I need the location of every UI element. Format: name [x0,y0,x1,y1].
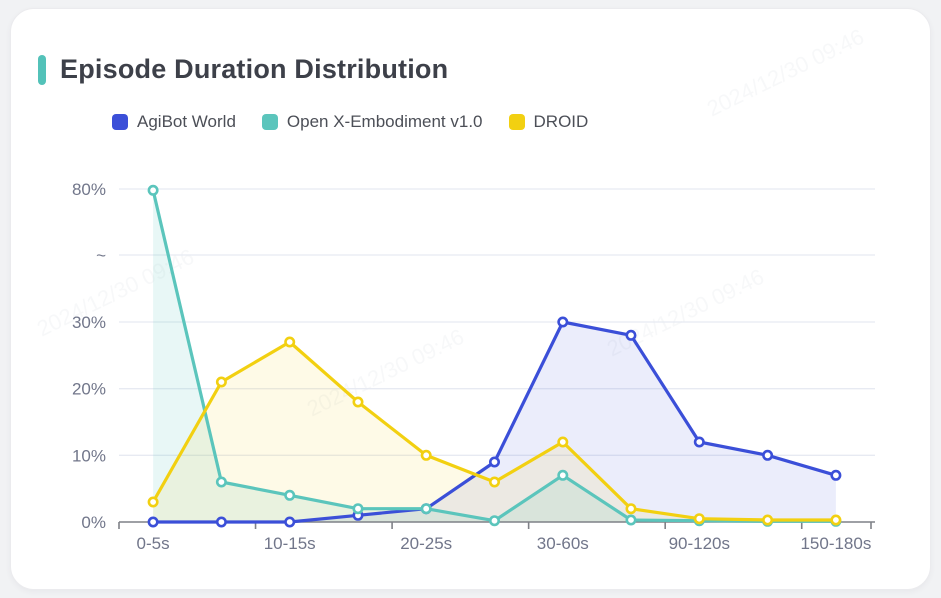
legend-label: Open X-Embodiment v1.0 [286,112,483,131]
series-area-agibot-world [153,322,836,522]
x-axis-tick-label: 10-15s [264,534,316,553]
y-axis-tick-label: ~ [96,246,106,265]
data-point-marker[interactable] [488,476,500,488]
legend-label: DROID [533,112,589,131]
y-axis-tick-label: 80% [72,180,106,199]
data-point-marker[interactable] [488,515,500,527]
data-point-marker[interactable] [284,516,296,528]
data-point-marker[interactable] [762,449,774,461]
legend-item-droid[interactable]: DROID [508,112,589,132]
data-point-marker[interactable] [420,449,432,461]
y-axis-tick-label: 0% [81,513,106,532]
data-point-marker[interactable] [284,336,296,348]
data-point-marker[interactable] [284,489,296,501]
data-point-marker[interactable] [557,436,569,448]
legend-label: AgiBot World [137,112,236,131]
data-point-marker[interactable] [147,516,159,528]
legend-swatch-icon [508,114,525,130]
legend-swatch-icon [112,114,128,130]
data-point-marker[interactable] [352,396,364,408]
chart-legend: AgiBot World Open X-Embodiment v1.0 DROID [112,112,588,132]
data-point-marker[interactable] [215,376,227,388]
data-point-marker[interactable] [693,436,705,448]
chart-title-row: Episode Duration Distribution [38,54,448,85]
data-point-marker[interactable] [625,503,637,515]
series-area-open-x-embodiment-v1-0 [153,190,836,523]
data-point-marker[interactable] [830,514,842,526]
data-point-marker[interactable] [420,503,432,515]
data-point-marker[interactable] [147,496,159,508]
page-title: Episode Duration Distribution [60,54,449,84]
data-point-marker[interactable] [693,513,705,525]
data-point-marker[interactable] [147,184,159,196]
data-point-marker[interactable] [557,316,569,328]
data-point-marker[interactable] [215,516,227,528]
x-axis-tick-label: 0-5s [137,534,170,553]
data-point-marker[interactable] [215,476,227,488]
data-point-marker[interactable] [557,469,569,481]
x-axis-tick-label: 150-180s [800,534,871,553]
y-axis-tick-label: 20% [72,380,106,399]
chart-card [10,8,931,590]
x-axis-tick-label: 30-60s [537,534,589,553]
x-axis-tick-label: 90-120s [669,534,730,553]
data-point-marker[interactable] [352,503,364,515]
legend-item-agibot-world[interactable]: AgiBot World [112,112,236,132]
data-point-marker[interactable] [488,456,500,468]
data-point-marker[interactable] [625,329,637,341]
legend-item-open-x-embodiment-v1-0[interactable]: Open X-Embodiment v1.0 [261,112,483,132]
y-axis-tick-label: 30% [72,313,106,332]
series-area-droid [153,342,836,522]
data-point-marker[interactable] [762,514,774,526]
legend-swatch-icon [261,114,278,130]
data-point-marker[interactable] [625,514,637,526]
title-accent-bar [38,54,46,85]
data-point-marker[interactable] [830,469,842,481]
x-axis-tick-label: 20-25s [400,534,452,553]
y-axis-tick-label: 10% [72,446,106,465]
